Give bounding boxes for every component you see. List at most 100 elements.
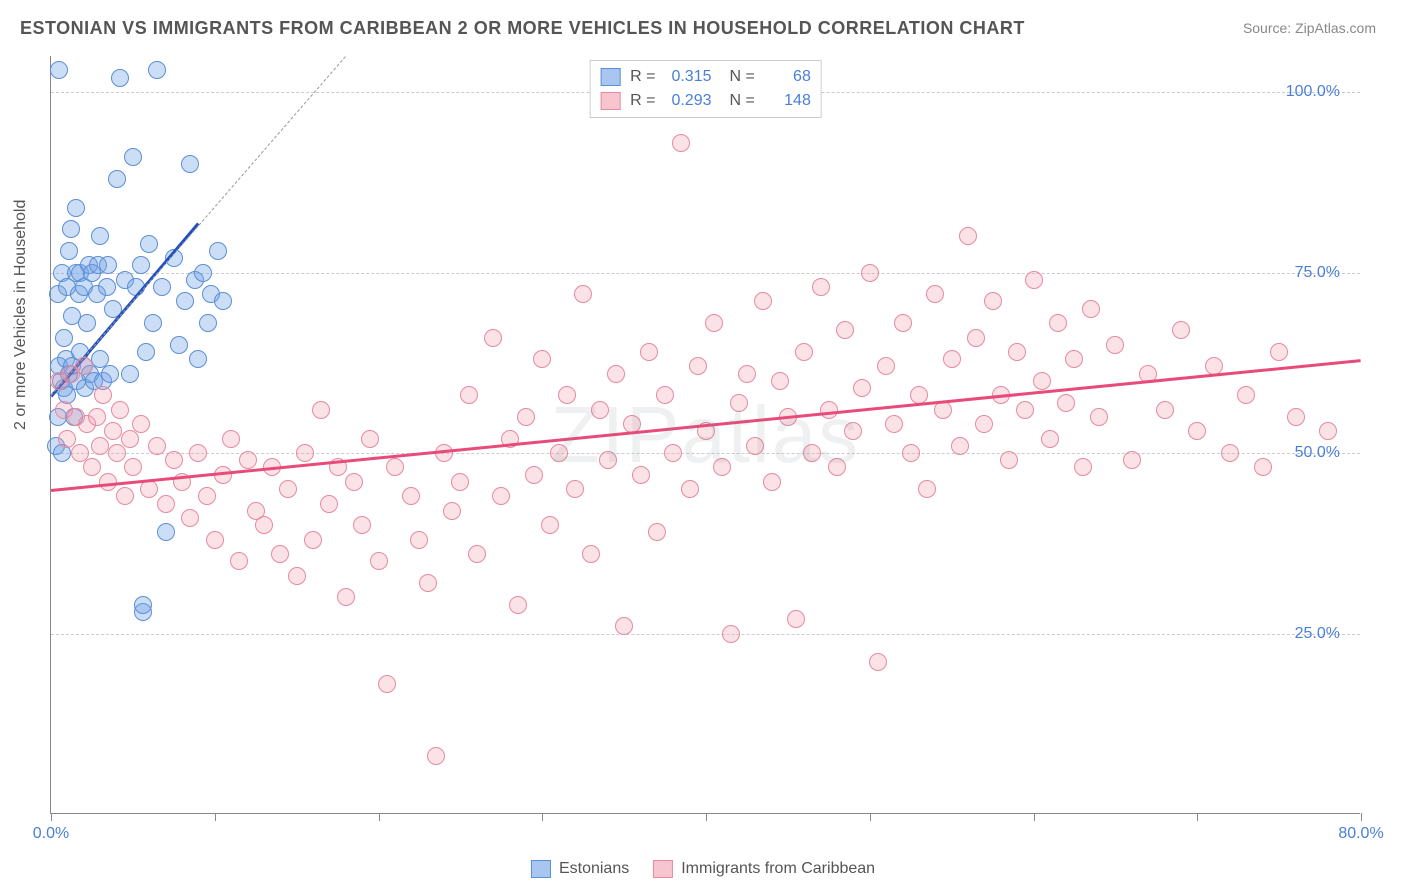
scatter-point: [468, 545, 486, 563]
scatter-point: [591, 401, 609, 419]
scatter-point: [599, 451, 617, 469]
legend-swatch: [531, 860, 551, 878]
scatter-point: [62, 220, 80, 238]
y-tick-label: 25.0%: [1295, 625, 1340, 643]
scatter-point: [98, 278, 116, 296]
scatter-point: [566, 480, 584, 498]
series-legend: Estonians Immigrants from Caribbean: [531, 860, 875, 878]
scatter-point: [214, 292, 232, 310]
scatter-point: [345, 473, 363, 491]
scatter-point: [803, 444, 821, 462]
scatter-point: [869, 653, 887, 671]
scatter-point: [209, 242, 227, 260]
scatter-point: [648, 523, 666, 541]
scatter-point: [144, 314, 162, 332]
scatter-point: [132, 256, 150, 274]
scatter-point: [451, 473, 469, 491]
source-attribution: Source: ZipAtlas.com: [1243, 20, 1376, 36]
scatter-point: [1270, 343, 1288, 361]
scatter-point: [1057, 394, 1075, 412]
gridline: [51, 273, 1360, 274]
scatter-point: [279, 480, 297, 498]
scatter-point: [484, 329, 502, 347]
correlation-legend: R =0.315N =68R =0.293N =148: [589, 60, 822, 118]
y-tick-label: 50.0%: [1295, 444, 1340, 462]
scatter-point: [492, 487, 510, 505]
scatter-point: [1041, 430, 1059, 448]
scatter-point: [206, 531, 224, 549]
legend-n-value: 68: [761, 65, 811, 89]
scatter-point: [137, 343, 155, 361]
x-tick: [1197, 813, 1198, 821]
trend-line-dashed: [51, 56, 347, 396]
scatter-point: [558, 386, 576, 404]
scatter-point: [104, 422, 122, 440]
scatter-point: [664, 444, 682, 462]
scatter-point: [189, 444, 207, 462]
scatter-point: [50, 61, 68, 79]
scatter-point: [902, 444, 920, 462]
scatter-point: [116, 487, 134, 505]
legend-r-label: R =: [630, 89, 655, 113]
scatter-point: [689, 357, 707, 375]
scatter-point: [353, 516, 371, 534]
scatter-point: [288, 567, 306, 585]
y-axis-label: 2 or more Vehicles in Household: [12, 200, 30, 430]
legend-label: Immigrants from Caribbean: [681, 860, 875, 878]
scatter-point: [132, 415, 150, 433]
legend-n-label: N =: [730, 65, 755, 89]
scatter-point: [894, 314, 912, 332]
scatter-point: [165, 451, 183, 469]
scatter-point: [975, 415, 993, 433]
y-tick-label: 100.0%: [1286, 83, 1340, 101]
scatter-point: [705, 314, 723, 332]
scatter-point: [820, 401, 838, 419]
gridline: [51, 634, 1360, 635]
legend-row: R =0.293N =148: [600, 89, 811, 113]
legend-item: Estonians: [531, 860, 629, 878]
scatter-point: [738, 365, 756, 383]
scatter-point: [402, 487, 420, 505]
scatter-point: [550, 444, 568, 462]
scatter-point: [91, 437, 109, 455]
scatter-point: [763, 473, 781, 491]
scatter-point: [181, 509, 199, 527]
x-tick: [706, 813, 707, 821]
scatter-point: [121, 365, 139, 383]
scatter-point: [443, 502, 461, 520]
scatter-point: [1221, 444, 1239, 462]
scatter-point: [1090, 408, 1108, 426]
scatter-point: [337, 588, 355, 606]
scatter-point: [189, 350, 207, 368]
scatter-point: [959, 227, 977, 245]
scatter-point: [746, 437, 764, 455]
scatter-point: [55, 329, 73, 347]
trend-line: [51, 359, 1361, 491]
legend-r-value: 0.293: [662, 89, 712, 113]
scatter-point: [672, 134, 690, 152]
scatter-point: [91, 227, 109, 245]
x-tick: [1361, 813, 1362, 821]
scatter-point: [541, 516, 559, 534]
scatter-point: [607, 365, 625, 383]
scatter-point: [943, 350, 961, 368]
x-tick: [1034, 813, 1035, 821]
scatter-point: [574, 285, 592, 303]
scatter-point: [1106, 336, 1124, 354]
scatter-point: [1000, 451, 1018, 469]
scatter-point: [828, 458, 846, 476]
scatter-point: [134, 596, 152, 614]
scatter-point: [861, 264, 879, 282]
scatter-point: [170, 336, 188, 354]
scatter-point: [304, 531, 322, 549]
scatter-point: [509, 596, 527, 614]
scatter-plot: ZIPatlas R =0.315N =68R =0.293N =148 25.…: [50, 56, 1360, 814]
scatter-point: [320, 495, 338, 513]
y-tick-label: 75.0%: [1295, 264, 1340, 282]
scatter-point: [1254, 458, 1272, 476]
chart-title: ESTONIAN VS IMMIGRANTS FROM CARIBBEAN 2 …: [20, 18, 1025, 39]
legend-item: Immigrants from Caribbean: [653, 860, 875, 878]
scatter-point: [181, 155, 199, 173]
scatter-point: [121, 430, 139, 448]
scatter-point: [836, 321, 854, 339]
